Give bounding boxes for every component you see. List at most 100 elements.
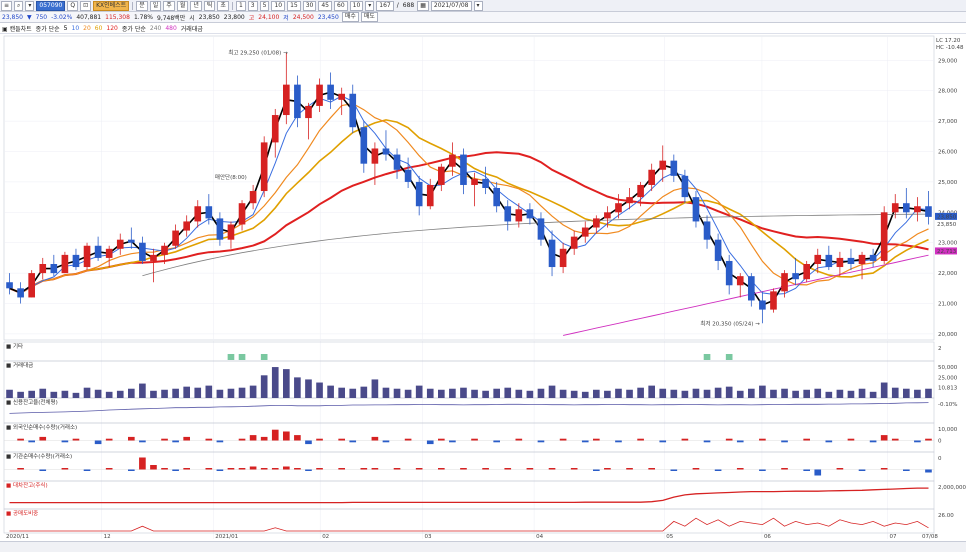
candle-body — [105, 248, 113, 258]
foreign-net-bar — [559, 438, 567, 441]
lock-icon[interactable]: ⊡ — [80, 0, 92, 11]
inst-net-bar — [460, 468, 467, 470]
volume-bar — [581, 391, 589, 398]
candle-body — [471, 178, 478, 185]
volume-bar — [205, 385, 213, 398]
menu-icon[interactable]: ≡ — [1, 0, 13, 11]
period-button-day[interactable]: 일 — [149, 0, 162, 11]
search-button[interactable]: Q — [67, 0, 79, 11]
candle-body — [781, 273, 788, 292]
lc-label: LC 17.20 — [936, 38, 961, 44]
foreign-net-bar — [759, 438, 766, 441]
dropdown-icon[interactable]: ▾ — [25, 0, 35, 11]
sub-panel-title: ■ 공매도비중 — [6, 509, 38, 517]
volume-bar — [50, 391, 58, 398]
scroll-bar[interactable] — [0, 541, 966, 552]
period-button-minute[interactable]: 분 — [136, 0, 148, 11]
volume-bar — [449, 388, 456, 398]
period-button-second[interactable]: 초 — [217, 0, 229, 11]
ma20-line — [9, 102, 929, 294]
high-annotation: 최고 29,250 (01/08) → — [228, 49, 288, 57]
foreign-net-bar — [471, 438, 478, 441]
inst-net-bar — [925, 469, 932, 473]
calendar-icon[interactable]: ▦ — [417, 0, 429, 11]
volume-bar — [238, 387, 246, 398]
volume-bar — [305, 379, 312, 398]
volume-bar — [626, 389, 633, 398]
stock-chart[interactable]: 29,00028,00027,00026,00025,00024,00023,0… — [0, 34, 966, 541]
candle-body — [28, 273, 35, 298]
volume-bar — [150, 390, 157, 398]
sub-panel-axis-label: 25,000 — [938, 375, 958, 381]
count-input[interactable]: 167 — [376, 0, 394, 11]
open-value-2: 23,800 — [223, 13, 245, 21]
candle-body — [183, 221, 190, 231]
inst-net-bar — [626, 468, 633, 470]
time-axis-label: 03 — [425, 534, 432, 540]
foreign-net-bar — [637, 438, 644, 441]
count-total: 688 — [402, 2, 415, 9]
foreign-net-bar — [914, 440, 921, 443]
candle-body — [283, 84, 290, 116]
volume-bar — [105, 391, 113, 398]
legend-prefix[interactable]: ▣ 캔들차트 — [2, 25, 32, 33]
interval-button-1[interactable]: 1 — [235, 0, 246, 11]
date-dropdown-icon[interactable]: ▾ — [473, 0, 483, 11]
credit-ratio-line — [9, 402, 929, 414]
volume-bar — [183, 386, 190, 398]
stock-code-input[interactable]: 057090 — [36, 0, 66, 11]
foreign-net-bar — [382, 440, 390, 443]
inst-net-bar — [759, 469, 766, 471]
stock-name-field[interactable]: KX인베스트 — [93, 0, 130, 11]
legend-ma10: 10 — [71, 24, 80, 32]
sell-button[interactable]: 매도 — [360, 12, 378, 22]
price-axis-label: 26,000 — [938, 150, 958, 156]
interval-button-30[interactable]: 30 — [302, 0, 317, 11]
interval-dropdown-icon[interactable]: ▾ — [365, 0, 375, 11]
interval-button-3[interactable]: 3 — [247, 0, 258, 11]
inst-net-bar — [482, 468, 489, 470]
ma-price-label: 23,850 — [937, 222, 957, 228]
interval-button-5[interactable]: 5 — [259, 0, 270, 11]
interval-button-60[interactable]: 60 — [334, 0, 348, 11]
inst-net-bar — [803, 469, 810, 471]
foreign-net-bar — [205, 438, 213, 441]
interval-button-45[interactable]: 45 — [318, 0, 332, 11]
date-input[interactable]: 2021/07/08 — [430, 0, 472, 11]
foreign-net-bar — [891, 438, 899, 441]
sub-panel-axis-label: 50,000 — [938, 365, 958, 371]
period-button-tick[interactable]: 틱 — [203, 0, 216, 11]
candle-body — [415, 181, 423, 207]
buy-button[interactable]: 매수 — [341, 12, 359, 22]
candle-body — [814, 254, 822, 264]
interval-input[interactable]: 10 — [349, 0, 364, 11]
interval-button-10[interactable]: 10 — [271, 0, 286, 11]
price-axis-label: 25,000 — [938, 180, 958, 186]
time-axis-label: 12 — [104, 534, 111, 540]
candle-body — [172, 230, 179, 246]
period-button-month[interactable]: 월 — [176, 0, 189, 11]
search-icon[interactable]: ⌕ — [14, 0, 24, 11]
mid-annotation: 매안단(8:00) — [215, 173, 247, 181]
high-value: 24,100 — [258, 13, 280, 21]
candle-body — [891, 203, 899, 213]
candle-body — [670, 160, 678, 176]
inst-net-bar — [205, 468, 213, 470]
period-button-week[interactable]: 주 — [163, 0, 175, 11]
candle-body — [249, 191, 257, 204]
foreign-net-bar — [183, 436, 190, 441]
inst-net-bar — [903, 469, 910, 471]
volume-bar — [172, 388, 179, 398]
candle-body — [61, 254, 69, 274]
interval-button-15[interactable]: 15 — [287, 0, 301, 11]
inst-net-bar — [360, 468, 368, 470]
sub-panel-axis-label: 2 — [938, 346, 942, 352]
loan-balance-line — [9, 487, 929, 504]
open-value: 23,850 — [198, 13, 220, 21]
candle-body — [194, 206, 202, 222]
candle-body — [327, 84, 334, 100]
period-button-year[interactable]: 년 — [190, 0, 202, 11]
volume-bar — [825, 391, 833, 398]
inst-net-bar — [814, 469, 822, 476]
inst-net-bar — [438, 468, 445, 470]
